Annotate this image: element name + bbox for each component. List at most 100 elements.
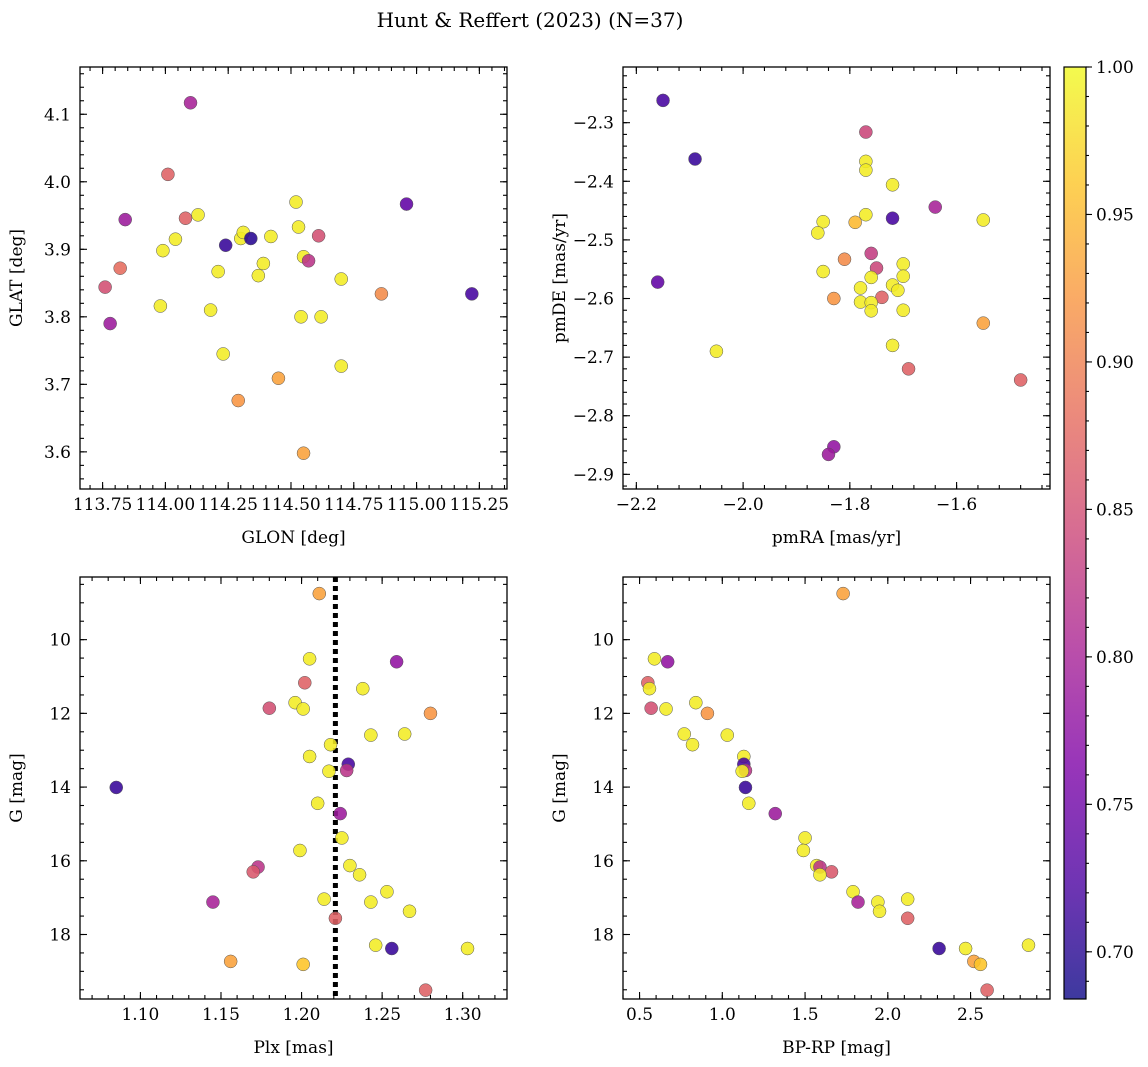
data-point	[650, 275, 665, 289]
axes-frame	[622, 66, 1051, 490]
y-tick-label: −2.3	[573, 114, 614, 134]
data-point	[333, 806, 347, 821]
data-point	[864, 304, 878, 318]
y-tick-label: 10	[592, 631, 614, 651]
data-point	[720, 728, 735, 742]
colorbar: 0.70 0.75 0.80 0.85 0.90 0.95 1.00	[1063, 58, 1134, 1000]
data-point	[312, 586, 327, 601]
y-tick-label: 10	[49, 631, 71, 651]
data-point	[644, 701, 658, 715]
data-point	[824, 865, 839, 879]
data-point	[896, 269, 910, 283]
x-tick-label: 114.25	[198, 495, 257, 515]
data-point	[821, 447, 836, 462]
y-tick-label: −2.7	[573, 348, 614, 368]
data-point	[356, 681, 370, 696]
data-point	[1013, 373, 1028, 387]
colorbar-tick-label: 0.95	[1096, 205, 1134, 225]
y-tick-label: 3.7	[44, 375, 71, 395]
x-tick-label: 1.30	[444, 1005, 482, 1025]
data-point	[853, 281, 868, 295]
data-point	[161, 167, 175, 182]
data-point	[178, 211, 193, 225]
x-tick-label: 115.00	[387, 495, 446, 515]
panel-pmra-pmde: −2.2 −2.0 −1.8 −1.6 −2.9 −2.8 −2.7 −2.6 −2.5 −2.4…	[550, 66, 1051, 548]
data-point	[183, 96, 198, 110]
data-point	[296, 446, 311, 460]
data-point	[334, 272, 348, 286]
data-point	[976, 213, 991, 227]
data-point	[659, 702, 673, 716]
data-point	[859, 125, 873, 139]
data-point	[848, 215, 862, 230]
data-point	[700, 706, 715, 721]
x-tick-label: −2.0	[722, 495, 763, 515]
data-point	[113, 261, 127, 275]
data-point	[368, 938, 383, 952]
data-point	[310, 796, 325, 811]
data-point	[389, 655, 404, 669]
data-point	[294, 310, 308, 324]
x-tick-label: 114.75	[324, 495, 383, 515]
x-tick-label: 115.25	[450, 495, 509, 515]
data-point	[735, 764, 749, 778]
x-tick-label: 1.25	[363, 1005, 401, 1025]
data-point	[298, 676, 312, 690]
data-point	[262, 701, 277, 715]
y-tick-label: 18	[592, 926, 614, 946]
colorbar-tick-label: 0.90	[1096, 353, 1134, 373]
data-point	[973, 957, 988, 972]
panel-plx-g: 1.10 1.15 1.20 1.25 1.30 10 12 14 16 18 Plx [mas] G…	[7, 576, 508, 1058]
data-point	[642, 681, 657, 696]
data-point	[688, 152, 702, 166]
x-tick-label: 1.10	[121, 1005, 159, 1025]
axes-frame	[79, 576, 508, 1000]
data-point	[311, 229, 326, 243]
data-point	[900, 892, 915, 906]
colorbar-tick-label: 0.85	[1096, 500, 1134, 520]
data-point	[364, 728, 378, 742]
data-point	[246, 865, 260, 879]
data-point	[385, 941, 399, 956]
data-point	[798, 831, 812, 845]
data-point	[156, 243, 170, 258]
y-tick-label: −2.5	[573, 231, 614, 251]
x-tick-label: −1.8	[829, 495, 870, 515]
panel-bprp-g: 0.5 1.0 1.5 2.0 2.5 10 12 14 16 18 BP-RP [mag] G [m…	[550, 576, 1051, 1058]
data-point	[677, 727, 691, 741]
data-point	[256, 256, 271, 271]
data-point	[364, 895, 378, 909]
data-point	[647, 652, 662, 666]
x-tick-label: 1.20	[283, 1005, 321, 1025]
x-tick-label: 114.50	[261, 495, 320, 515]
data-point	[343, 858, 357, 873]
data-point	[323, 737, 338, 752]
y-tick-label: −2.9	[573, 465, 614, 485]
y-axis-label: G [mag]	[550, 753, 570, 822]
y-tick-label: 12	[49, 704, 71, 724]
data-point	[932, 941, 946, 956]
data-point	[397, 727, 412, 741]
data-point	[244, 231, 258, 246]
data-point	[827, 291, 841, 306]
x-tick-label: 113.75	[73, 495, 132, 515]
data-point	[738, 780, 753, 795]
x-axis-label: Plx [mas]	[253, 1038, 333, 1058]
data-point	[289, 195, 303, 209]
data-point	[291, 220, 306, 234]
data-point	[231, 393, 245, 408]
data-point	[206, 895, 220, 909]
data-point	[223, 954, 238, 969]
y-tick-label: 4.0	[44, 173, 71, 193]
x-tick-label: 2.5	[957, 1005, 984, 1025]
data-point	[399, 197, 414, 211]
y-tick-label: 14	[592, 778, 614, 798]
colorbar-tick-label: 1.00	[1096, 58, 1134, 78]
y-tick-label: 16	[49, 852, 71, 872]
data-point	[335, 831, 349, 845]
data-point	[901, 362, 916, 376]
data-point	[656, 93, 670, 108]
panel-glon-glat: 113.75 114.00 114.25 114.50 114.75 115.00 115.…	[7, 66, 509, 548]
data-point	[402, 904, 417, 919]
x-tick-label: 1.15	[202, 1005, 240, 1025]
